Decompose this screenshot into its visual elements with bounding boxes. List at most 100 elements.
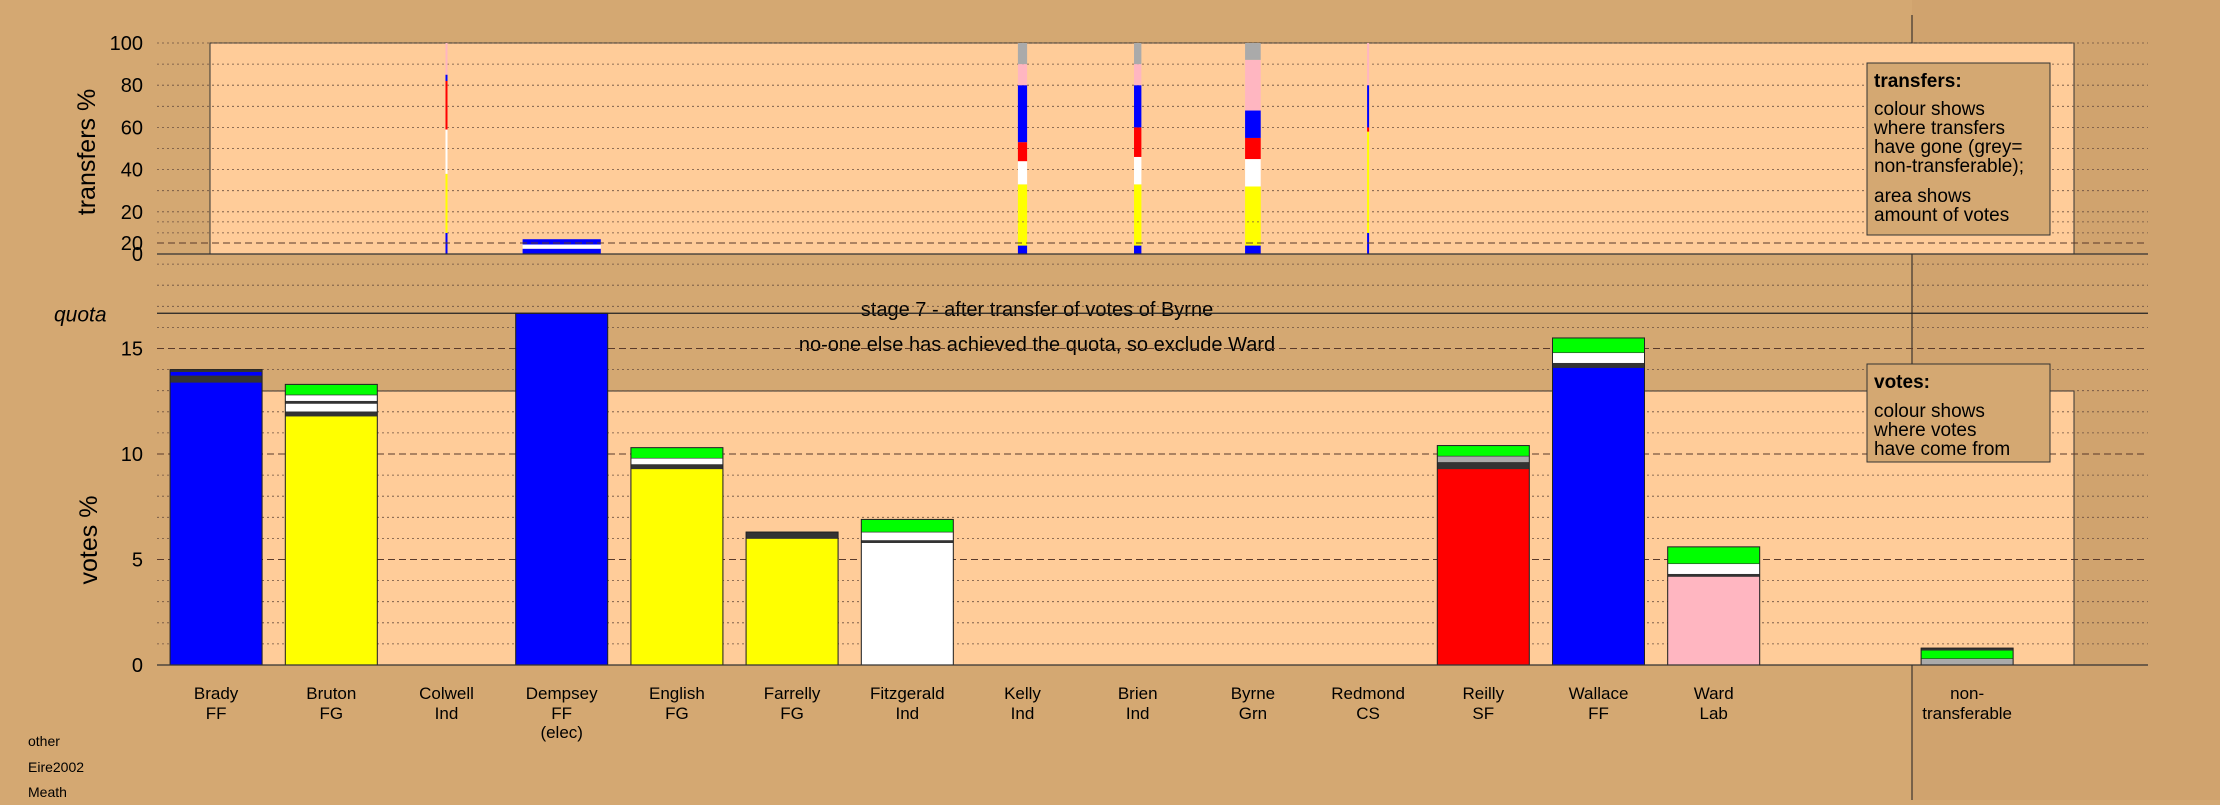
transfers-legend-line: amount of votes xyxy=(1874,205,2009,226)
votes-y-tick-label: 10 xyxy=(121,444,143,466)
vote-bar-segment xyxy=(1437,462,1530,470)
votes-y-tick-label: 20 xyxy=(121,233,143,255)
transfer-bar-segment xyxy=(1017,64,1028,86)
transfer-bar-segment xyxy=(1245,245,1261,254)
transfers-gridlines xyxy=(157,42,2148,234)
vote-bar-segment xyxy=(284,411,378,417)
transfers-legend: transfers: colour shows where transfers … xyxy=(1866,62,2051,236)
votes-y-ticks: 0 5 10 15 20 xyxy=(121,233,143,677)
candidate-party-label: transferable xyxy=(1922,704,2012,723)
transfer-bar-segment xyxy=(1017,142,1028,162)
votes-legend-line: have come from xyxy=(1874,439,2010,460)
vote-bar-segment xyxy=(630,457,724,465)
quota-label: quota xyxy=(54,303,107,326)
vote-bar-segment xyxy=(745,531,839,539)
candidate-name-label: Byrne xyxy=(1231,684,1275,703)
votes-gridlines xyxy=(157,221,2148,645)
votes-legend-line: colour shows xyxy=(1874,401,1985,422)
candidate-party-label: Grn xyxy=(1239,704,1267,723)
transfer-bar-segment xyxy=(445,43,448,75)
transfer-bar-segment xyxy=(1245,159,1261,187)
candidate-party-label: FG xyxy=(665,704,689,723)
votes-y-tick-label: 5 xyxy=(132,550,143,572)
votes-x-labels: BradyFFBrutonFGColwellIndDempseyFF(elec)… xyxy=(194,684,2012,742)
vote-bar-segment xyxy=(1920,658,2014,666)
transfers-legend-line: colour shows xyxy=(1874,99,1985,120)
transfer-bar-segment xyxy=(1245,43,1261,60)
candidate-name-label: Ward xyxy=(1694,684,1734,703)
transfer-bar-segment xyxy=(1367,131,1370,233)
candidate-party-label: Ind xyxy=(435,704,459,723)
transfer-bar-segment xyxy=(522,239,601,245)
votes-bars xyxy=(169,312,2014,666)
candidate-status-label: (elec) xyxy=(540,723,583,742)
votes-plot-area xyxy=(209,390,2075,666)
transfers-legend-line: where transfers xyxy=(1873,118,2005,139)
candidate-name-label: Wallace xyxy=(1569,684,1629,703)
candidate-name-label: Brady xyxy=(194,684,239,703)
candidate-name-label: Farrelly xyxy=(764,684,821,703)
vote-bar-segment xyxy=(284,400,378,404)
transfer-bar-segment xyxy=(522,244,601,249)
candidate-party-label: CS xyxy=(1356,704,1380,723)
candidate-name-label: Reilly xyxy=(1463,684,1505,703)
vote-bar-segment xyxy=(169,375,263,383)
votes-legend-line: where votes xyxy=(1873,420,1976,441)
transfers-y-tick-label: 0 xyxy=(132,244,143,266)
candidate-name-label: English xyxy=(649,684,705,703)
transfers-y-tick-label: 80 xyxy=(121,75,143,97)
vote-bar-segment xyxy=(1437,455,1530,463)
candidate-party-label: SF xyxy=(1472,704,1494,723)
transfers-y-tick-label: 40 xyxy=(121,160,143,182)
vote-bar-segment xyxy=(745,538,839,666)
stage-note: no-one else has achieved the quota, so e… xyxy=(799,334,1275,356)
candidate-party-label: FF xyxy=(206,704,227,723)
vote-bar-segment xyxy=(169,381,263,666)
candidate-name-label: Fitzgerald xyxy=(870,684,945,703)
votes-y-tick-label: 15 xyxy=(121,339,143,361)
votes-legend: votes: colour shows where votes have com… xyxy=(1866,363,2051,463)
vote-bar-segment xyxy=(169,371,263,377)
vote-bar-segment xyxy=(1552,362,1645,368)
transfers-y-tick-label: 100 xyxy=(110,33,143,55)
vote-bar-segment xyxy=(630,447,724,459)
transfer-bar-segment xyxy=(1367,85,1370,128)
candidate-party-label: FF xyxy=(551,704,572,723)
transfer-bar-segment xyxy=(1367,127,1370,132)
vote-bar-segment xyxy=(284,415,378,666)
candidate-name-label: Redmond xyxy=(1331,684,1405,703)
vote-bar-segment xyxy=(1552,337,1645,354)
transfer-bar-segment xyxy=(445,80,448,130)
transfer-bar-segment xyxy=(445,173,448,233)
transfers-y-tick-label: 20 xyxy=(121,202,143,224)
vote-bar-segment xyxy=(1552,352,1645,364)
meta-constituency: Meath xyxy=(28,784,67,800)
transfer-bar-segment xyxy=(1245,59,1261,111)
candidate-name-label: non- xyxy=(1950,684,1984,703)
transfers-y-tick-label: 60 xyxy=(121,117,143,139)
transfer-bar-segment xyxy=(1245,186,1261,246)
vote-bar-segment xyxy=(630,464,724,470)
meta-category: other xyxy=(28,733,60,749)
transfers-legend-heading: transfers: xyxy=(1874,71,1962,92)
transfer-bar-segment xyxy=(1134,245,1142,254)
transfers-legend-box xyxy=(1866,62,2051,236)
transfers-legend-line: non-transferable); xyxy=(1874,156,2024,177)
transfer-bar-segment xyxy=(522,248,601,254)
transfer-bar-segment xyxy=(1134,127,1142,157)
candidate-party-label: Ind xyxy=(1011,704,1035,723)
vote-bar-segment xyxy=(515,312,609,666)
votes-legend-heading: votes: xyxy=(1874,372,1930,393)
vote-bar-segment xyxy=(860,542,954,666)
transfer-bar-segment xyxy=(445,74,448,81)
vote-bar-segment xyxy=(860,519,954,533)
vote-bar-segment xyxy=(1437,445,1530,457)
vote-bar-segment xyxy=(284,384,378,396)
vote-bar-segment xyxy=(630,468,724,666)
votes-y-tick-label: 0 xyxy=(132,655,143,677)
vote-bar-segment xyxy=(1552,367,1645,666)
